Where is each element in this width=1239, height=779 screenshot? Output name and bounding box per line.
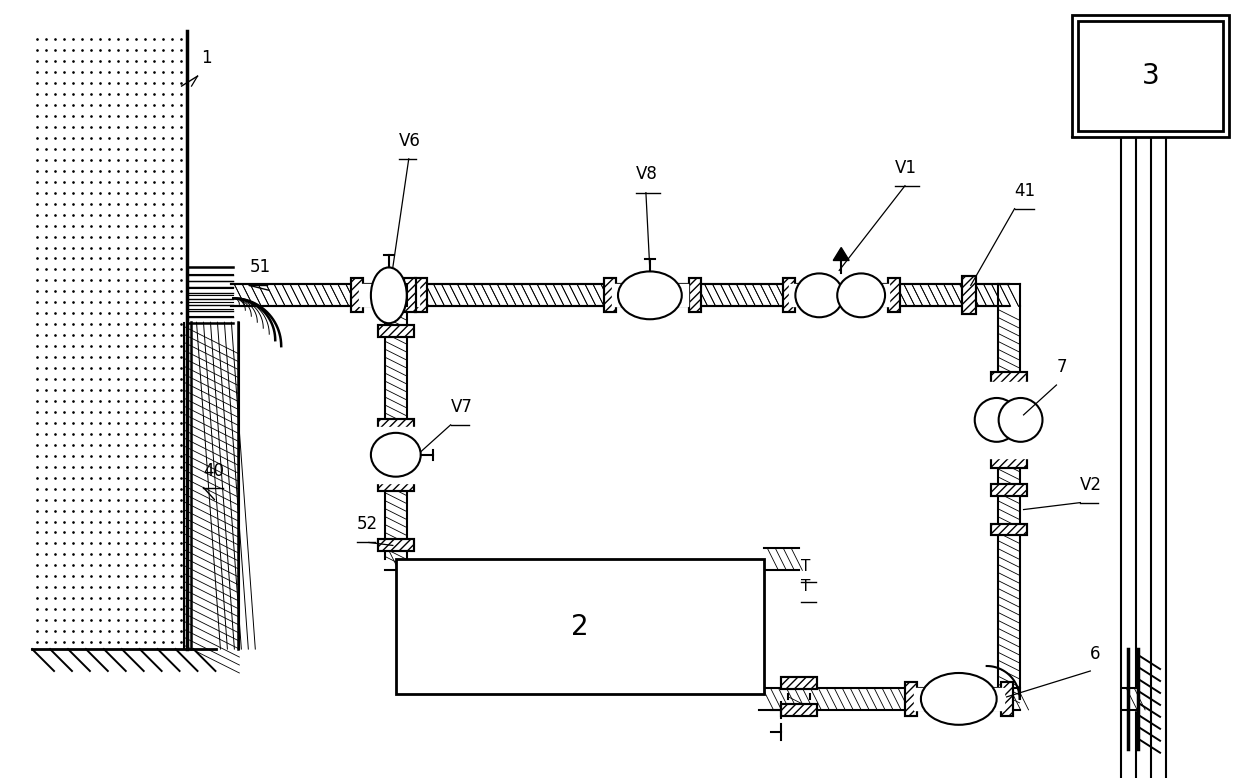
Bar [378, 478, 414, 491]
Bar [961, 277, 976, 314]
Polygon shape [764, 548, 799, 570]
Bar [888, 278, 900, 312]
Polygon shape [232, 284, 1009, 306]
Bar [991, 456, 1027, 467]
Bar [378, 478, 414, 491]
Bar [782, 704, 818, 716]
Text: T: T [802, 580, 810, 594]
Bar [415, 278, 426, 312]
Polygon shape [385, 306, 406, 559]
Bar [991, 372, 1027, 384]
Polygon shape [760, 688, 1020, 710]
Polygon shape [187, 267, 233, 323]
Text: V2: V2 [1080, 476, 1103, 494]
Bar [351, 278, 363, 312]
Polygon shape [233, 298, 281, 346]
Bar [782, 677, 818, 689]
Polygon shape [232, 284, 1009, 306]
Polygon shape [986, 666, 1020, 699]
Bar [1001, 682, 1012, 716]
Text: 7: 7 [1057, 358, 1067, 376]
Bar [378, 540, 414, 552]
Text: V8: V8 [636, 164, 658, 183]
Bar [378, 419, 414, 431]
Bar [351, 278, 363, 312]
Polygon shape [984, 382, 1033, 458]
Bar [991, 484, 1027, 495]
Bar [395, 559, 764, 694]
Bar [783, 278, 795, 312]
Bar [378, 325, 414, 337]
Ellipse shape [838, 273, 885, 317]
Text: T: T [802, 559, 810, 574]
Ellipse shape [370, 267, 406, 323]
Circle shape [999, 398, 1042, 442]
Polygon shape [191, 298, 238, 649]
Text: 52: 52 [357, 516, 378, 534]
Ellipse shape [618, 271, 681, 319]
Polygon shape [834, 248, 849, 260]
Bar [1073, 16, 1229, 137]
Text: 40: 40 [203, 462, 224, 480]
Bar [689, 278, 701, 312]
Text: 1: 1 [202, 49, 212, 67]
Polygon shape [914, 688, 1004, 710]
Text: 2: 2 [571, 612, 589, 640]
Polygon shape [1124, 688, 1139, 710]
Bar [1078, 21, 1223, 131]
Bar [404, 278, 416, 312]
Bar [782, 704, 818, 716]
Polygon shape [789, 284, 890, 306]
Bar [404, 278, 416, 312]
Text: 51: 51 [249, 259, 270, 277]
Bar [991, 523, 1027, 535]
Bar [991, 456, 1027, 467]
Bar [689, 278, 701, 312]
Polygon shape [788, 694, 810, 699]
Ellipse shape [795, 273, 844, 317]
Bar [378, 325, 414, 337]
Bar [904, 682, 917, 716]
Circle shape [975, 398, 1018, 442]
Bar [1001, 682, 1012, 716]
Polygon shape [997, 306, 1020, 699]
Text: 3: 3 [1141, 62, 1160, 90]
Bar [904, 682, 917, 716]
Bar [378, 540, 414, 552]
Bar [991, 523, 1027, 535]
Bar [961, 277, 976, 314]
Bar [605, 278, 616, 312]
Polygon shape [997, 284, 1020, 306]
Polygon shape [183, 323, 239, 649]
Polygon shape [612, 284, 688, 306]
Bar [375, 278, 388, 312]
Polygon shape [385, 548, 395, 570]
Bar [888, 278, 900, 312]
Text: V1: V1 [895, 159, 917, 177]
Bar [378, 419, 414, 431]
Bar [991, 484, 1027, 495]
Bar [991, 372, 1027, 384]
Ellipse shape [370, 433, 421, 477]
Ellipse shape [921, 673, 996, 724]
Bar [782, 677, 818, 689]
Text: 6: 6 [1090, 645, 1100, 663]
Polygon shape [375, 427, 416, 483]
Bar [375, 278, 388, 312]
Bar [605, 278, 616, 312]
Polygon shape [359, 284, 419, 306]
Text: V6: V6 [399, 132, 421, 150]
Text: 41: 41 [1015, 182, 1036, 199]
Text: V7: V7 [451, 398, 472, 416]
Bar [415, 278, 426, 312]
Polygon shape [385, 284, 406, 308]
Bar [783, 278, 795, 312]
